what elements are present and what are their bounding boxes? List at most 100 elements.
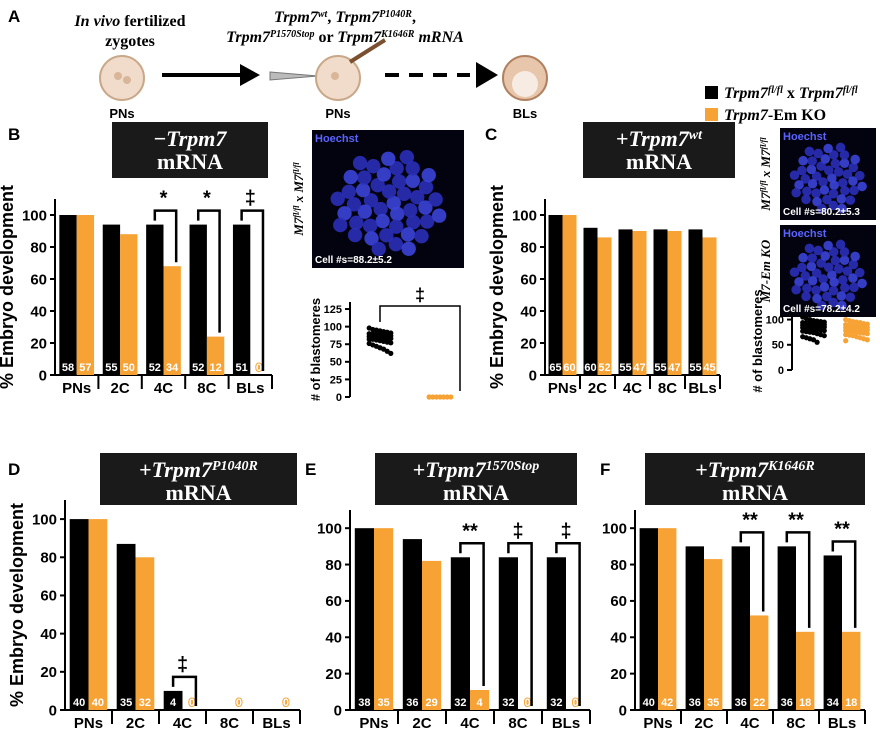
chart-title: +Trpm7P1040R [139,457,258,482]
chart-subtitle: mRNA [157,149,223,174]
text-part: K1646R [380,29,415,40]
legend-label: Trpm7-Em KO [724,107,826,124]
stain-label: Hoechst [783,131,827,143]
text-part: Trpm7 [799,85,844,102]
text-part: fl/fl [768,85,783,96]
nucleus [833,264,844,274]
y-tick-label: 60 [610,593,627,610]
data-point [366,336,372,342]
bar [702,237,717,375]
nucleus [817,300,827,311]
nucleus [389,161,404,176]
text-part: fertilized [120,13,185,30]
n-label: 38 [358,697,370,709]
nucleus [379,228,394,243]
nucleus [854,170,865,181]
nucleus [802,283,812,294]
nucleus [835,239,846,250]
nucleus [349,215,364,231]
y-tick-label: 80 [610,557,627,574]
text-part: wt [318,9,329,20]
x-tick-label: BLs [262,715,290,732]
data-point [864,331,870,337]
nucleus [363,193,379,208]
n-label: 35 [120,697,132,709]
schematic-label: In vivo fertilized [73,13,185,30]
n-label: 4 [477,697,484,709]
nucleus [388,236,404,252]
bar [59,215,77,375]
title-box [100,453,297,505]
bar [653,229,668,375]
nucleus [396,186,412,201]
nucleus [347,227,363,243]
nucleus [392,174,407,189]
x-tick-label: PNs [548,380,577,397]
n-label: 52 [192,362,204,374]
y-tick-label: 50 [330,357,342,369]
nucleus [838,275,848,285]
nucleus [837,203,847,214]
text-part: x [291,193,306,206]
bar [562,215,577,375]
x-tick-label: 4C [154,380,173,397]
y-tick-label: 0 [529,367,537,384]
bar [163,690,183,710]
nucleus [839,255,850,265]
nucleus [797,262,807,273]
n-label: 0 [217,697,223,709]
x-tick-label: 8C [786,715,805,732]
y-tick-label: 0 [334,702,342,719]
x-tick-label: BLs [552,715,580,732]
significance-bracket [831,540,857,628]
text-part: Trpm7 [724,85,769,102]
nucleus [366,159,381,174]
chart-subtitle: mRNA [722,480,788,505]
text-part: Trpm7 [274,9,319,26]
nucleus [836,194,847,204]
bar [667,231,682,375]
data-point [388,350,394,356]
y-tick-label: 100 [32,511,57,528]
pronucleus-icon [331,72,339,80]
text-part: Trpm7 [629,126,690,151]
nucleus [431,208,447,223]
nucleus [816,161,826,171]
n-label: 57 [79,362,91,374]
text-part: + [413,457,426,482]
y-tick-label: 20 [520,335,537,352]
y-tick-label: 100 [512,207,537,224]
nucleus [819,282,830,292]
nucleus [822,194,832,205]
significance-label: ** [462,520,478,542]
nucleus [797,165,807,176]
significance-label: ‡ [512,520,523,542]
bar [374,528,394,710]
bar [232,224,251,375]
schematic-label: Trpm7P1570Stop or Trpm7K1646R mRNA [226,29,464,47]
text-part: M7 [758,192,773,212]
data-point [426,394,432,400]
nucleus [830,158,841,169]
n-label: 36 [406,697,418,709]
nucleus [848,176,858,186]
nucleus [828,247,839,257]
nucleus [828,150,839,160]
nucleus [812,196,822,207]
nucleus [828,200,839,211]
pronucleus-icon [123,76,131,84]
bar [88,519,108,710]
nucleus [405,161,420,176]
bar [688,229,703,375]
significance-bracket [555,542,581,706]
nucleus [849,185,859,196]
y-axis-label: # of blastomeres [750,289,765,392]
y-tick-label: 0 [49,702,57,719]
nucleus [357,170,372,185]
nucleus [835,142,846,153]
x-tick-label: 2C [588,380,607,397]
n-label: 58 [62,362,74,374]
x-tick-label: 2C [694,715,713,732]
nucleus [845,195,856,205]
nucleus [371,241,386,257]
